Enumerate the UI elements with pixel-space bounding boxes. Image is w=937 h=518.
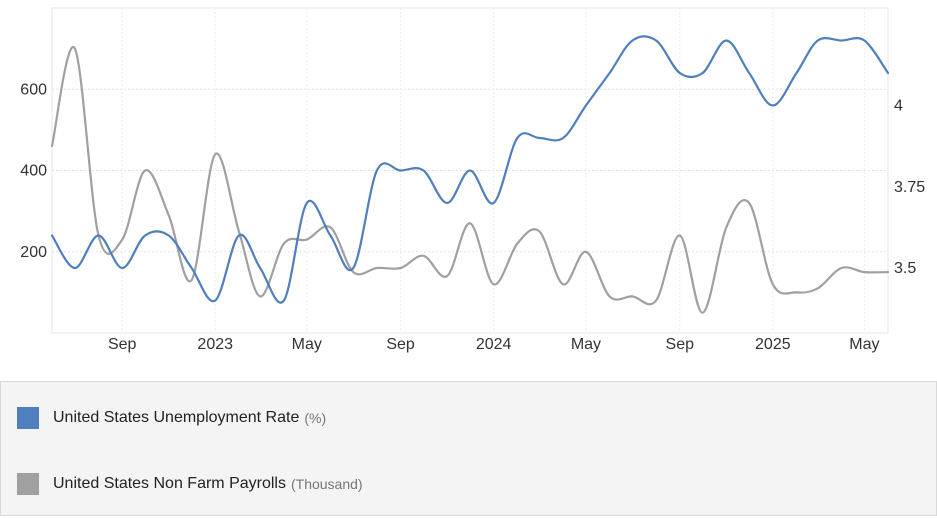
legend-item-unemployment[interactable]: United States Unemployment Rate (%)	[17, 406, 326, 430]
unemployment-rate-line	[50, 35, 890, 304]
legend-swatch-unemployment	[17, 407, 39, 429]
x-axis: Sep 2023 May Sep 2024 May Sep 2025 May	[108, 336, 880, 353]
legend-swatch-payrolls	[17, 473, 39, 495]
legend-label-payrolls: United States Non Farm Payrolls	[53, 475, 286, 492]
legend-unit-unemployment: (%)	[304, 410, 327, 426]
x-tick-label: 2025	[755, 336, 791, 353]
legend-unit-payrolls: (Thousand)	[290, 476, 363, 492]
x-tick-label: May	[571, 336, 601, 353]
x-tick-label: Sep	[666, 336, 695, 353]
y-left-tick-label: 200	[20, 244, 47, 261]
x-tick-label: May	[292, 336, 322, 353]
line-chart: Sep 2023 May Sep 2024 May Sep 2025 May 200 400 600…	[20, 7, 925, 353]
y-right-tick-label: 4	[894, 98, 903, 115]
legend-item-payrolls[interactable]: United States Non Farm Payrolls (Thousan…	[17, 472, 363, 496]
right-y-axis: 3.5 3.75 4	[894, 98, 925, 278]
x-tick-label: 2024	[476, 336, 512, 353]
y-right-tick-label: 3.75	[894, 179, 925, 196]
y-left-tick-label: 600	[20, 81, 47, 98]
x-tick-label: May	[849, 336, 879, 353]
x-tick-label: Sep	[108, 336, 137, 353]
x-tick-label: Sep	[386, 336, 415, 353]
grid-lines	[51, 7, 889, 334]
legend-label-unemployment: United States Unemployment Rate	[53, 409, 300, 426]
nonfarm-payrolls-line	[50, 45, 890, 314]
x-tick-label: 2023	[197, 336, 233, 353]
y-right-tick-label: 3.5	[894, 260, 916, 277]
series-lines	[50, 35, 890, 314]
left-y-axis: 200 400 600	[20, 81, 47, 261]
y-left-tick-label: 400	[20, 163, 47, 180]
legend: United States Unemployment Rate (%) Unit…	[0, 381, 937, 516]
